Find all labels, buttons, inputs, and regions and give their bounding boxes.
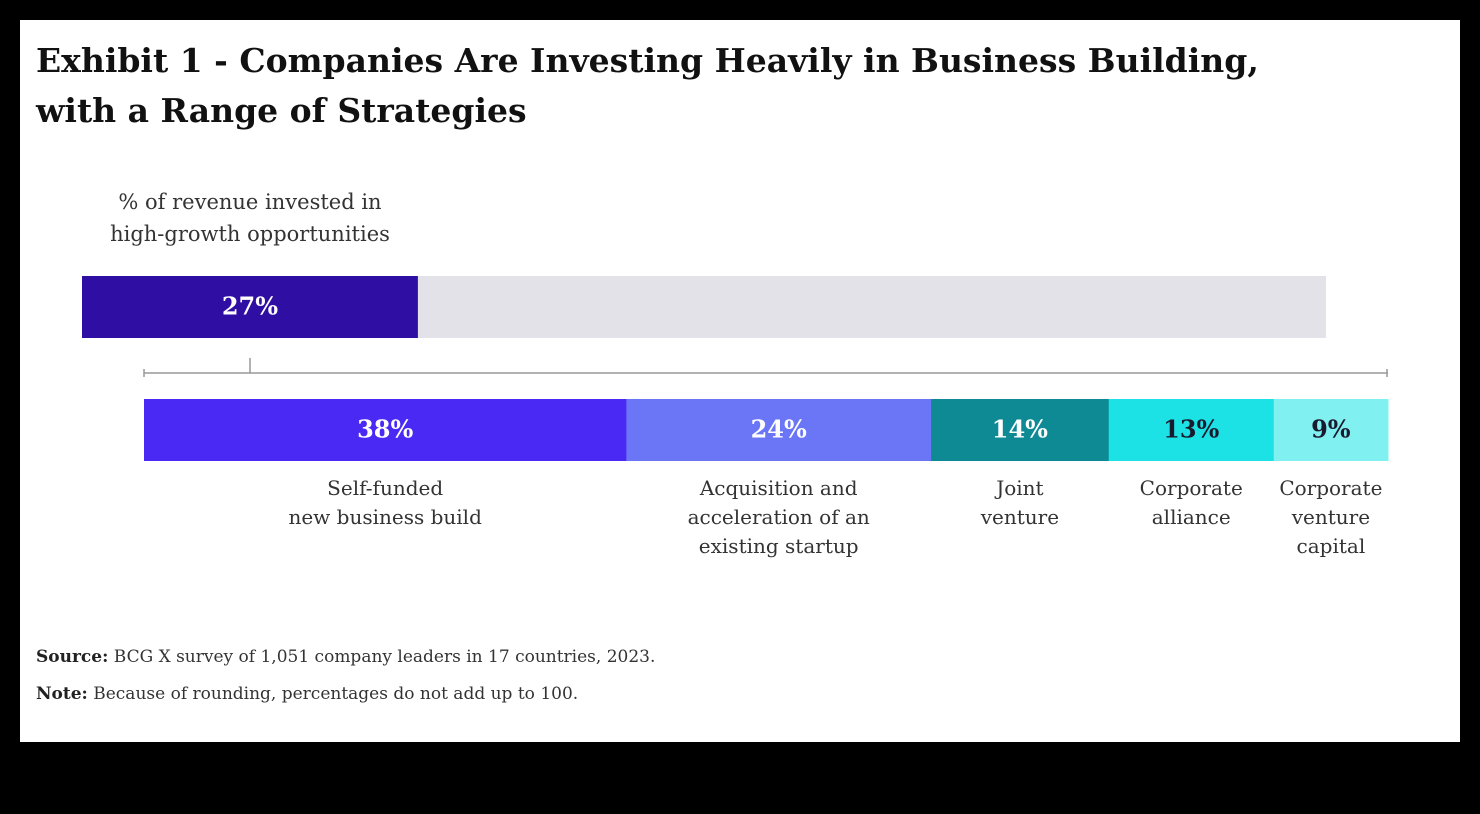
category-label: Corporate alliance (1139, 476, 1243, 529)
source-text: BCG X survey of 1,051 company leaders in… (113, 647, 656, 667)
category-label: Corporate venture capital (1279, 476, 1383, 558)
category-label: Joint venture (980, 476, 1060, 529)
category-label: Self-funded new business build (288, 476, 482, 529)
bracket (143, 358, 1388, 377)
source: Source: BCG X survey of 1,051 company le… (36, 647, 655, 667)
bar-segment (1108, 399, 1275, 461)
bar-segment (931, 399, 1110, 461)
value-label: 38% (357, 415, 413, 444)
note-text: Because of rounding, percentages do not … (93, 684, 579, 704)
value-label: 27% (222, 292, 278, 321)
source-label: Source: (36, 647, 109, 667)
value-label: 24% (751, 415, 807, 444)
bar-segment (626, 399, 932, 461)
value-label: 13% (1163, 415, 1219, 444)
bar-segment (144, 399, 627, 461)
chart-title: Exhibit 1 - Companies Are Investing Heav… (36, 41, 1259, 130)
note: Note: Because of rounding, percentages d… (36, 684, 578, 704)
value-label: 9% (1311, 415, 1351, 444)
subtitle: % of revenue invested in high-growth opp… (110, 190, 390, 246)
bar-segment (1273, 399, 1389, 461)
panel (20, 20, 1460, 742)
bar (82, 276, 418, 338)
note-label: Note: (36, 684, 88, 704)
value-label: 14% (992, 415, 1048, 444)
category-label: Acquisition and acceleration of an exist… (687, 476, 870, 558)
